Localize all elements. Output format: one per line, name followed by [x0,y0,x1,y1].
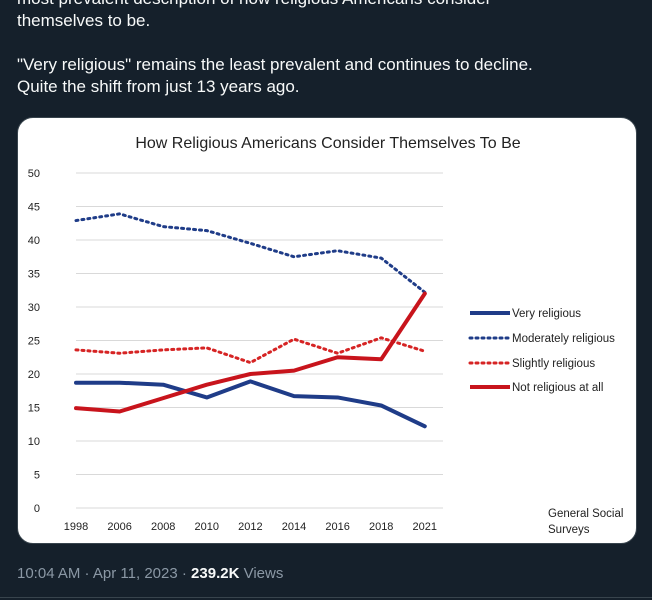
y-tick-label: 25 [28,336,40,348]
tweet-text-line: most prevalent description of how religi… [17,0,637,10]
x-tick-label: 1998 [64,521,88,533]
tweet-date[interactable]: Apr 11, 2023 [93,565,178,582]
x-axis-ticks: 1998 2006 2008 2010 2012 2014 2016 2018 2021 [64,521,437,533]
y-tick-label: 40 [28,235,40,247]
x-tick-label: 2014 [282,521,306,533]
divider [0,597,652,598]
y-tick-label: 0 [34,503,40,515]
y-tick-label: 35 [28,269,40,281]
views-count: 239.2K [191,565,239,582]
meta-separator: · [178,565,191,582]
meta-separator: · [80,565,93,582]
tweet-text: most prevalent description of how religi… [17,0,637,98]
tweet-text-line: themselves to be. [17,10,637,32]
y-tick-label: 10 [28,436,40,448]
legend: Very religious Moderately religious Slight… [470,308,615,394]
tweet-time[interactable]: 10:04 AM [17,565,80,582]
chart-title: How Religious Americans Consider Themsel… [135,135,520,152]
legend-label: Very religious [512,308,581,320]
x-tick-label: 2021 [413,521,437,533]
x-tick-label: 2016 [325,521,349,533]
chart-image-card[interactable]: How Religious Americans Consider Themsel… [17,117,637,544]
paragraph-gap [17,32,637,54]
tweet-text-line: "Very religious" remains the least preva… [17,54,637,76]
y-tick-label: 50 [28,168,40,180]
series-lines [76,214,425,426]
source-note-line-2: Surveys [548,524,590,536]
legend-label: Moderately religious [512,333,615,345]
y-tick-label: 5 [34,470,40,482]
series-line-moderately-religious [76,214,425,292]
tweet-text-line: Quite the shift from just 13 years ago. [17,76,637,98]
x-tick-label: 2012 [238,521,262,533]
y-axis-ticks: 0 5 10 15 20 25 30 35 40 45 50 [28,168,40,515]
x-tick-label: 2010 [195,521,219,533]
y-tick-label: 15 [28,403,40,415]
y-tick-label: 30 [28,302,40,314]
x-tick-label: 2018 [369,521,393,533]
tweet-meta: 10:04 AM · Apr 11, 2023 · 239.2K Views [17,565,283,582]
series-line-very-religious [76,381,425,426]
y-tick-label: 20 [28,369,40,381]
series-line-not-religious-at-all [76,294,425,412]
x-tick-label: 2006 [107,521,131,533]
line-chart: How Religious Americans Consider Themsel… [18,118,637,544]
views-label: Views [239,565,283,582]
y-tick-label: 45 [28,202,40,214]
x-tick-label: 2008 [151,521,175,533]
legend-label: Slightly religious [512,358,595,370]
source-note-line-1: General Social [548,508,623,520]
legend-label: Not religious at all [512,382,603,394]
